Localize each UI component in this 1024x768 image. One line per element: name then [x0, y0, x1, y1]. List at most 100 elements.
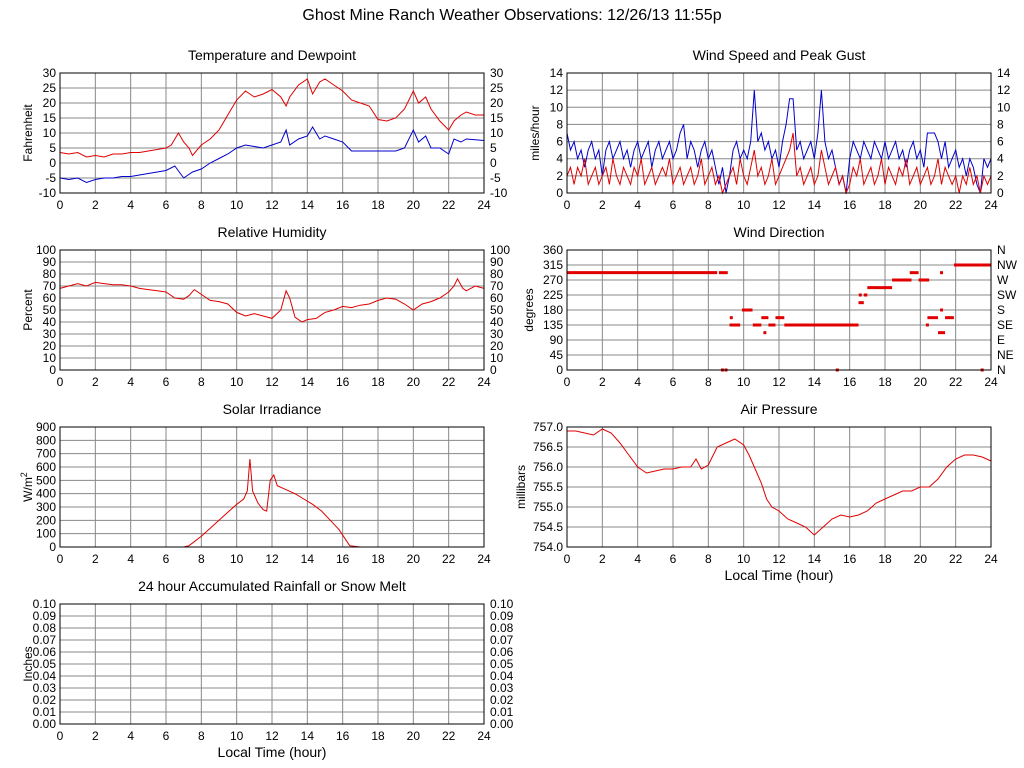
y-tick-label-right: -5 — [490, 171, 501, 185]
solar-series-red-line — [60, 458, 484, 548]
x-tick-label: 22 — [442, 375, 456, 389]
x-tick-label: 0 — [57, 729, 64, 743]
y-tick-label: 754.5 — [533, 520, 563, 534]
plot-frame — [566, 249, 992, 371]
y-tick-label: 0 — [49, 156, 56, 170]
x-tick-label: 12 — [772, 198, 786, 212]
y-tick-label: 600 — [36, 460, 56, 474]
y-tick-label-right: N — [997, 243, 1006, 257]
y-tick-label: 0 — [49, 540, 56, 554]
y-tick-label: 100 — [36, 243, 56, 257]
x-tick-label: 12 — [265, 375, 279, 389]
x-tick-label: 10 — [737, 198, 751, 212]
pressure-title: Air Pressure — [740, 401, 817, 417]
x-tick-label: 18 — [371, 198, 385, 212]
x-tick-label: 6 — [670, 375, 677, 389]
x-tick-label: 16 — [336, 375, 350, 389]
x-tick-label: 24 — [477, 375, 491, 389]
y-tick-label-right: W — [997, 273, 1009, 287]
x-tick-label: 4 — [127, 198, 134, 212]
x-tick-label: 24 — [477, 198, 491, 212]
y-tick-label-right: 20 — [490, 96, 504, 110]
x-tick-label: 18 — [878, 198, 892, 212]
x-tick-label: 14 — [301, 729, 315, 743]
x-tick-label: 20 — [407, 552, 421, 566]
wind-series-blue-line — [566, 90, 992, 194]
y-tick-label: 0.08 — [33, 621, 57, 635]
y-tick-label: 500 — [36, 473, 56, 487]
y-tick-label: 0 — [556, 186, 563, 200]
y-tick-label: 40 — [43, 315, 57, 329]
x-tick-label: 12 — [772, 375, 786, 389]
winddir-point — [752, 323, 756, 327]
x-tick-label: 12 — [265, 552, 279, 566]
winddir-title: Wind Direction — [733, 224, 824, 240]
plot-frame — [566, 72, 992, 194]
plot-frame — [566, 426, 992, 548]
y-tick-label: 20 — [43, 339, 57, 353]
y-tick-label-right: 8 — [997, 117, 1004, 131]
x-tick-label: 18 — [878, 552, 892, 566]
temp-title: Temperature and Dewpoint — [188, 47, 356, 63]
x-tick-label: 14 — [301, 198, 315, 212]
y-tick-label: 50 — [43, 303, 57, 317]
y-tick-label: 10 — [43, 126, 57, 140]
x-tick-label: 8 — [705, 375, 712, 389]
x-tick-label: 8 — [705, 198, 712, 212]
x-tick-label: 14 — [301, 375, 315, 389]
y-tick-label: 700 — [36, 447, 56, 461]
x-tick-label: 18 — [371, 552, 385, 566]
x-tick-label: 20 — [914, 552, 928, 566]
x-tick-label: 0 — [564, 198, 571, 212]
x-tick-label: 10 — [230, 375, 244, 389]
x-tick-label: 6 — [670, 198, 677, 212]
x-tick-label: 16 — [336, 552, 350, 566]
y-tick-label: 0.02 — [33, 693, 57, 707]
x-tick-label: 16 — [843, 198, 857, 212]
y-tick-label: 0.01 — [33, 705, 57, 719]
x-tick-label: 18 — [878, 375, 892, 389]
x-tick-label: 0 — [57, 375, 64, 389]
y-tick-label: 5 — [49, 141, 56, 155]
x-tick-label: 22 — [442, 729, 456, 743]
y-tick-label-right: 5 — [490, 141, 497, 155]
y-tick-label: 200 — [36, 513, 56, 527]
plot-frame — [59, 426, 485, 548]
x-tick-label: 4 — [634, 552, 641, 566]
y-tick-label: 10 — [43, 351, 57, 365]
temp-series-red-line — [59, 78, 484, 158]
x-tick-label: 10 — [737, 375, 751, 389]
y-tick-label-right: 0 — [490, 156, 497, 170]
y-tick-label: 25 — [43, 81, 57, 95]
y-tick-label-right: 90 — [490, 255, 504, 269]
x-tick-label: 20 — [914, 198, 928, 212]
y-tick-label-right: NE — [997, 348, 1014, 362]
y-tick-label-right: 0 — [490, 363, 497, 377]
rain-title: 24 hour Accumulated Rainfall or Snow Mel… — [138, 578, 406, 594]
y-tick-label: 12 — [550, 83, 564, 97]
pressure-xlabel: Local Time (hour) — [725, 567, 834, 583]
x-tick-label: 22 — [949, 375, 963, 389]
y-tick-label: 0.09 — [33, 609, 57, 623]
y-tick-label-right: 0.05 — [490, 657, 514, 671]
y-tick-label: 0.03 — [33, 681, 57, 695]
y-tick-label-right: 6 — [997, 135, 1004, 149]
rh-series-red-line — [59, 277, 485, 323]
y-tick-label-right: 12 — [997, 83, 1011, 97]
y-tick-label: 20 — [43, 96, 57, 110]
wind-title: Wind Speed and Peak Gust — [693, 47, 866, 63]
x-tick-label: 8 — [198, 375, 205, 389]
y-tick-label: 10 — [550, 100, 564, 114]
plot-frame — [59, 603, 485, 725]
y-tick-label-right: 30 — [490, 327, 504, 341]
y-tick-label-right: 25 — [490, 81, 504, 95]
y-tick-label: 60 — [43, 291, 57, 305]
x-tick-label: 20 — [407, 729, 421, 743]
y-tick-label: 14 — [550, 66, 564, 80]
winddir-ylabel: degrees — [522, 288, 536, 331]
y-tick-label-right: 100 — [490, 243, 510, 257]
x-tick-label: 16 — [336, 198, 350, 212]
